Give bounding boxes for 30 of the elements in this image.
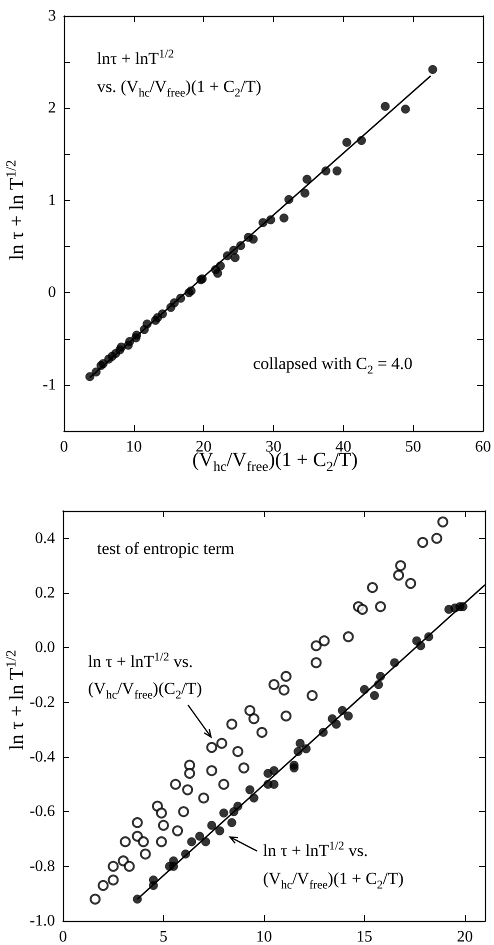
y-tick-label: -1.0 bbox=[30, 912, 55, 930]
y-tick-label: 3 bbox=[48, 8, 56, 24]
annotation: collapsed with C$_{2}$ = 4.0 bbox=[253, 354, 413, 376]
y-tick-label: 1 bbox=[48, 192, 56, 209]
x-tick-label: 0 bbox=[60, 438, 68, 456]
y-tick-label: 2 bbox=[48, 100, 56, 117]
x-tick-label: 0 bbox=[59, 928, 67, 945]
x-tick-label: 20 bbox=[456, 928, 473, 945]
annotation: (V$_{hc}$/V$_{free}$)(C$_{2}$/T) bbox=[88, 679, 202, 702]
y-tick-label: -1 bbox=[42, 376, 56, 394]
x-tick-label: 5 bbox=[159, 928, 168, 945]
annotation: lnτ + lnT$^{1/2}$ bbox=[97, 46, 174, 69]
x-tick-label: 15 bbox=[356, 928, 372, 945]
x-tick-label: 60 bbox=[475, 438, 491, 456]
x-tick-label: 50 bbox=[405, 438, 422, 456]
y-tick-label: -0.2 bbox=[30, 694, 55, 711]
y-tick-label: -0.6 bbox=[30, 803, 55, 820]
y-tick-label: 0 bbox=[48, 284, 56, 302]
annotation: ln τ + lnT$^{1/2}$ vs. bbox=[263, 838, 368, 861]
x-tick-label: 10 bbox=[256, 928, 272, 945]
y-tick-label: -0.4 bbox=[30, 748, 55, 766]
y-tick-label: 0.2 bbox=[35, 584, 55, 602]
y-tick-label: -0.8 bbox=[30, 858, 55, 875]
y-tick-label: 0.4 bbox=[35, 530, 55, 547]
x-tick-label: 10 bbox=[126, 438, 142, 456]
annotation: test of entropic term bbox=[97, 539, 234, 559]
annotation: ln τ + lnT$^{1/2}$ vs. bbox=[88, 649, 193, 672]
annotation: (V$_{hc}$/V$_{free}$)(1 + C$_{2}$/T) bbox=[263, 869, 404, 892]
y-tick-label: 0.0 bbox=[35, 639, 55, 656]
annotation: vs. (V$_{hc}$/V$_{free}$)(1 + C$_{2}$/T) bbox=[97, 77, 262, 100]
